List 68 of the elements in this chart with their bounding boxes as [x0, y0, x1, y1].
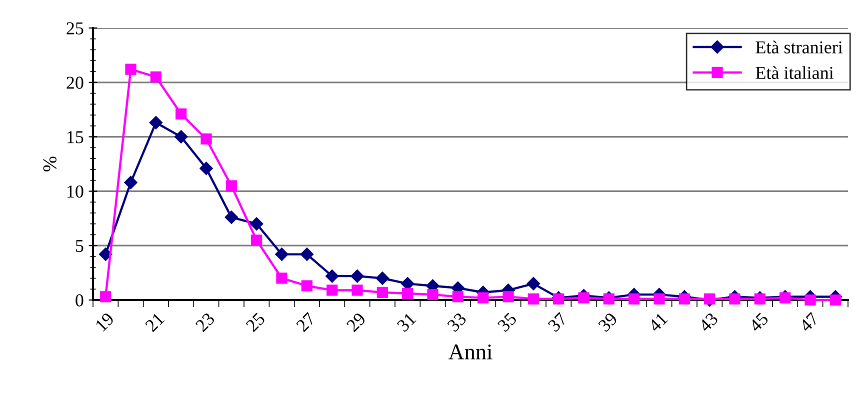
point [149, 116, 163, 130]
point [250, 217, 264, 230]
x-tick-label: 41 [648, 312, 668, 332]
x-tick-label: 43 [698, 312, 719, 333]
y-tick-label: 0 [76, 294, 84, 306]
y-tick-label: 5 [76, 240, 84, 252]
point [326, 284, 338, 296]
point [628, 293, 640, 304]
x-tick-label: 21 [144, 312, 165, 332]
x-tick-label: 39 [598, 312, 618, 332]
point [150, 71, 162, 83]
point [124, 176, 138, 190]
point [678, 293, 690, 304]
x-tick-label: 29 [346, 312, 366, 332]
point [452, 291, 464, 302]
x-tick-label: 33 [446, 312, 467, 332]
y-tick-label: 10 [68, 185, 84, 198]
point [754, 293, 766, 304]
y-tick-label: 15 [68, 131, 84, 144]
point [830, 294, 841, 306]
point [251, 234, 262, 246]
x-tick-label: 35 [497, 312, 518, 332]
point [325, 269, 339, 283]
point [578, 292, 590, 304]
y-tick-label: 25 [66, 22, 84, 34]
point [125, 64, 136, 75]
point [200, 133, 212, 145]
legend-label: Età stranieri [756, 40, 843, 54]
point [804, 294, 816, 306]
point [174, 130, 188, 144]
x-tick-label: 23 [195, 312, 216, 332]
y-tick-label: 20 [66, 76, 84, 89]
point [376, 272, 390, 285]
legend-label: Età italiani [756, 66, 834, 79]
point [98, 248, 112, 261]
point [553, 293, 564, 304]
point [478, 292, 489, 304]
point [352, 284, 363, 296]
x-tick-label: 19 [94, 312, 115, 332]
point [100, 291, 112, 302]
x-tick-label: 31 [396, 312, 416, 332]
point [502, 291, 514, 302]
point [654, 293, 665, 304]
point [276, 272, 288, 284]
point [376, 286, 388, 298]
x-tick-label: 25 [245, 312, 266, 332]
point [780, 292, 791, 304]
point [226, 180, 237, 192]
point [526, 277, 540, 290]
point [729, 293, 740, 304]
point [300, 248, 314, 261]
x-tick-label: 47 [798, 312, 820, 332]
point [402, 288, 414, 300]
point [427, 289, 438, 300]
x-tick-label: 37 [547, 312, 568, 332]
point [301, 280, 312, 292]
point [200, 162, 213, 175]
point [275, 248, 288, 261]
point [603, 293, 614, 304]
point [176, 108, 187, 120]
x-tick-label: 45 [748, 312, 769, 333]
point [350, 269, 364, 283]
point [224, 210, 238, 224]
point [528, 293, 539, 304]
point [704, 293, 716, 304]
x-tick-label: 27 [296, 312, 316, 332]
y-axis-title: % [43, 156, 56, 172]
x-axis-title: Anni [448, 344, 492, 360]
